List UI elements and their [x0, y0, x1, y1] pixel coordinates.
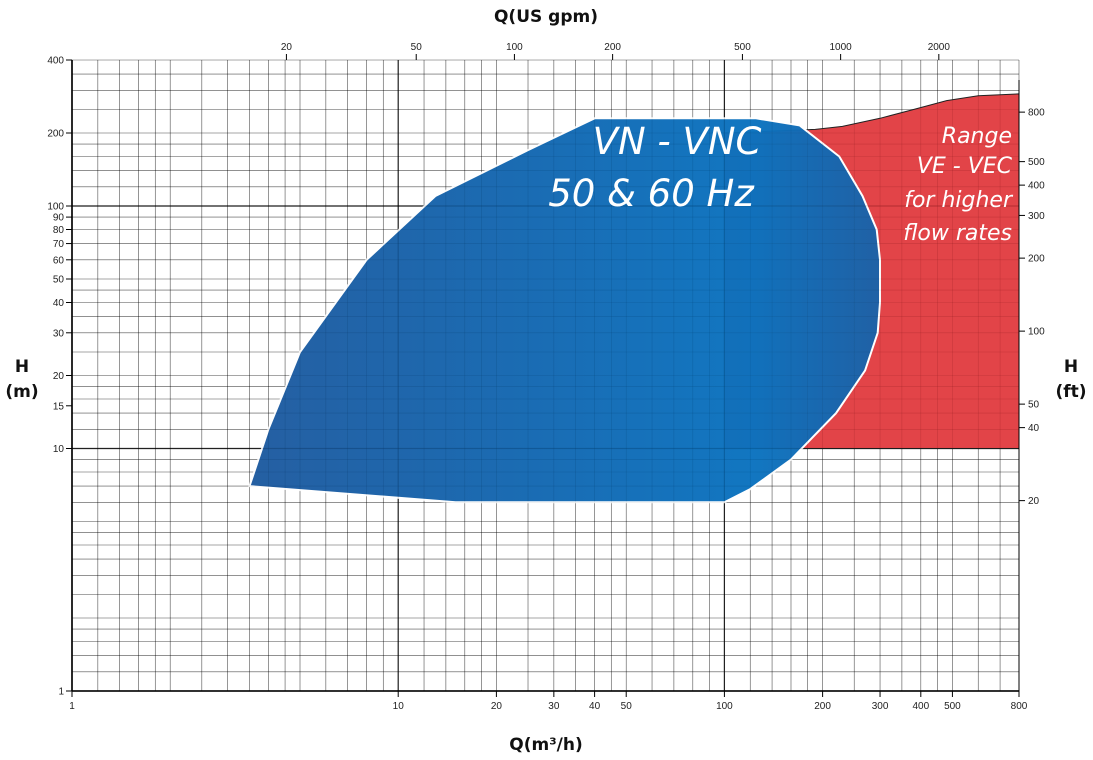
x-tick-label: 50 — [621, 701, 633, 712]
tick-labels: 1 10 20 30 40 50 100 200 300 400 500 800 20 50 100 200 5… — [47, 42, 1045, 712]
x-top-tick-label: 500 — [734, 42, 751, 53]
grid-overlay — [72, 60, 1019, 691]
y-tick-label: 30 — [53, 328, 65, 339]
y-tick-label: 70 — [53, 239, 65, 250]
y-tick-label: 1 — [58, 687, 64, 698]
top-axis-title: Q(US gpm) — [494, 7, 598, 27]
y-tick-label: 400 — [47, 56, 64, 67]
ve-region-label-line1: Range — [942, 124, 1012, 149]
x-tick-label: 400 — [912, 701, 929, 712]
x-tick-label: 300 — [872, 701, 889, 712]
x-tick-label: 800 — [1011, 701, 1028, 712]
x-top-tick-label: 1000 — [829, 42, 852, 53]
x-tick-label: 40 — [589, 701, 601, 712]
right-axis-title-line1: H — [1064, 357, 1078, 377]
x-tick-label: 20 — [491, 701, 503, 712]
y-tick-label: 60 — [53, 255, 65, 266]
y-right-tick-label: 200 — [1028, 254, 1045, 265]
x-tick-label: 500 — [944, 701, 961, 712]
ve-region-label-line4: flow rates — [903, 221, 1012, 246]
y-tick-label: 200 — [47, 128, 64, 139]
y-right-tick-label: 800 — [1028, 108, 1045, 119]
x-tick-label: 100 — [716, 701, 733, 712]
x-tick-label: 10 — [393, 701, 405, 712]
x-top-tick-label: 200 — [604, 42, 621, 53]
vn-region-label-line1: VN - VNC — [593, 120, 762, 163]
vn-vnc-region — [248, 117, 881, 504]
regions — [248, 93, 1019, 504]
vn-region-label-line2: 50 & 60 Hz — [548, 172, 755, 215]
y-right-tick-label: 400 — [1028, 181, 1045, 192]
bottom-axis-title: Q(m³/h) — [509, 735, 582, 755]
y-tick-label: 20 — [53, 371, 65, 382]
y-tick-label: 10 — [53, 444, 65, 455]
x-top-tick-label: 2000 — [928, 42, 951, 53]
y-tick-label: 90 — [53, 213, 65, 224]
x-top-tick-label: 100 — [506, 42, 523, 53]
x-tick-label: 200 — [814, 701, 831, 712]
y-tick-label: 40 — [53, 298, 65, 309]
y-right-tick-label: 40 — [1028, 423, 1040, 434]
left-axis-title-line1: H — [15, 357, 29, 377]
y-right-tick-label: 100 — [1028, 327, 1045, 338]
x-tick-label: 30 — [548, 701, 560, 712]
ve-region-label-line3: for higher — [904, 188, 1014, 213]
y-tick-label: 80 — [53, 225, 65, 236]
y-right-tick-label: 500 — [1028, 157, 1045, 168]
x-tick-label: 1 — [69, 701, 75, 712]
ve-region-label-line2: VE - VEC — [917, 154, 1013, 179]
x-top-tick-label: 20 — [281, 42, 293, 53]
y-tick-label: 15 — [53, 401, 65, 412]
right-axis-title-line2: (ft) — [1055, 382, 1086, 402]
y-tick-label: 50 — [53, 274, 65, 285]
y-right-tick-label: 20 — [1028, 496, 1040, 507]
y-right-tick-label: 300 — [1028, 211, 1045, 222]
y-right-tick-label: 50 — [1028, 400, 1040, 411]
x-top-tick-label: 50 — [411, 42, 423, 53]
left-axis-title-line2: (m) — [5, 382, 38, 402]
y-tick-label: 100 — [47, 201, 64, 212]
